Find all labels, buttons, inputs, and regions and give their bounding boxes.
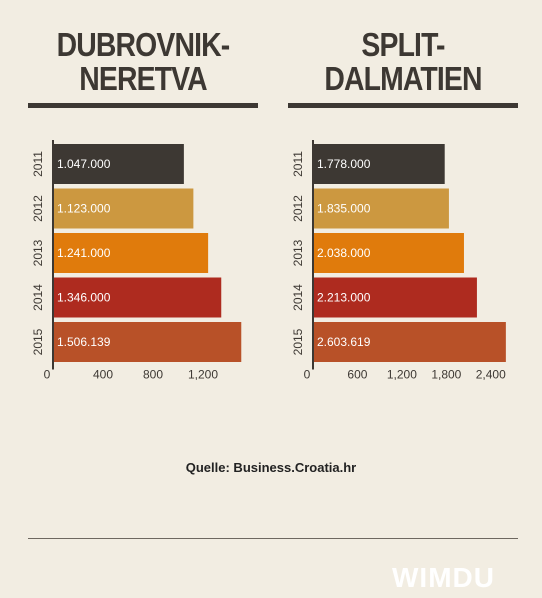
left-year-label-2011: 2011 — [31, 151, 45, 177]
right-x-tick-0: 0 — [304, 368, 311, 382]
right-value-label-2011: 1.778.000 — [317, 157, 371, 171]
left-bar-2012 — [53, 188, 194, 229]
right-bar-2012 — [313, 188, 449, 229]
source-note: Quelle: Business.Croatia.hr — [185, 460, 357, 475]
left-bar-2014 — [53, 277, 222, 318]
chart-split-dalmatien: 1.778.000 2011 1.835.000 2012 2.038.000 2013 2… — [291, 140, 506, 382]
title-right-line-1: SPLIT- — [361, 26, 445, 63]
right-bar-2011 — [313, 144, 445, 184]
right-bar-2014 — [313, 277, 477, 318]
right-x-tick-2,400: 2,400 — [476, 368, 506, 382]
right-x-tick-1,800: 1,800 — [431, 368, 461, 382]
left-value-label-2014: 1.346.000 — [57, 291, 111, 305]
wimdu-logo: WIMDU — [392, 562, 495, 593]
right-year-label-2011: 2011 — [291, 151, 305, 177]
title-right-line-2: DALMATIEN — [324, 60, 482, 97]
right-value-label-2013: 2.038.000 — [317, 246, 371, 260]
right-x-tick-600: 600 — [347, 368, 367, 382]
right-value-label-2014: 2.213.000 — [317, 291, 371, 305]
left-x-tick-0: 0 — [44, 368, 51, 382]
left-value-label-2012: 1.123.000 — [57, 202, 111, 216]
left-x-tick-800: 800 — [143, 368, 163, 382]
chart-dubrovnik-neretva: 1.047.000 2011 1.123.000 2012 1.241.000 2013 1… — [31, 140, 242, 382]
title-dubrovnik-neretva: DUBROVNIK- NERETVA — [44, 28, 242, 96]
left-bar-2013 — [53, 233, 209, 273]
left-value-label-2011: 1.047.000 — [57, 157, 111, 171]
left-year-label-2015: 2015 — [31, 328, 45, 355]
title-split-dalmatien: SPLIT- DALMATIEN — [304, 28, 502, 96]
right-value-label-2012: 1.835.000 — [317, 202, 371, 216]
left-year-label-2012: 2012 — [31, 195, 45, 222]
left-year-label-2013: 2013 — [31, 239, 45, 266]
right-year-label-2012: 2012 — [291, 195, 305, 222]
left-value-label-2013: 1.241.000 — [57, 246, 111, 260]
right-year-label-2015: 2015 — [291, 328, 305, 355]
title-left-line-1: DUBROVNIK- — [56, 26, 231, 63]
right-bar-2013 — [313, 233, 464, 273]
right-year-label-2014: 2014 — [291, 284, 305, 311]
left-bar-2011 — [53, 144, 184, 184]
left-x-tick-400: 400 — [93, 368, 113, 382]
left-bar-2015 — [53, 322, 242, 362]
title-underline-right — [288, 103, 518, 108]
left-x-tick-1,200: 1,200 — [188, 368, 218, 382]
right-value-label-2015: 2.603.619 — [317, 335, 371, 349]
right-year-label-2013: 2013 — [291, 239, 305, 266]
footer-divider — [28, 538, 518, 539]
title-underline-left — [28, 103, 258, 108]
left-year-label-2014: 2014 — [31, 284, 45, 311]
title-left-line-2: NERETVA — [79, 60, 207, 97]
right-bar-2015 — [313, 322, 506, 362]
left-value-label-2015: 1.506.139 — [57, 335, 111, 349]
right-x-tick-1,200: 1,200 — [387, 368, 417, 382]
